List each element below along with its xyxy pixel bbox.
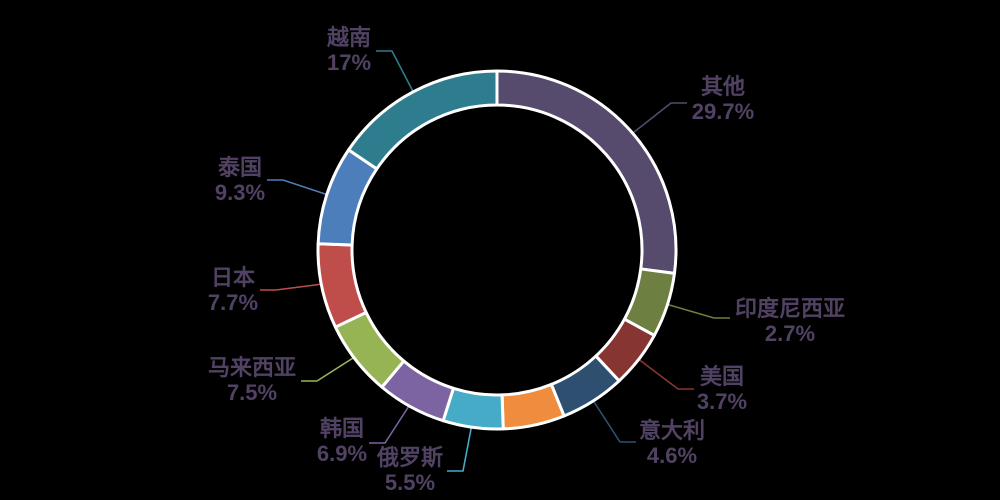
segment-label-name-俄罗斯: 俄罗斯 [376, 445, 443, 470]
segment-label-percent-其他: 29.7% [692, 99, 754, 124]
segment-label-name-美国: 美国 [700, 364, 744, 389]
segment-label-name-越南: 越南 [326, 25, 371, 50]
donut-segment-日本 [316, 242, 368, 329]
segment-label-percent-越南: 17% [327, 50, 371, 75]
donut-segments [316, 69, 678, 431]
segment-label-percent-马来西亚: 7.5% [227, 380, 277, 405]
segment-label-percent-意大利: 4.6% [647, 443, 697, 468]
segment-label-percent-泰国: 9.3% [215, 180, 265, 205]
segment-label-name-印度尼西亚: 印度尼西亚 [735, 296, 845, 321]
segment-label-percent-日本: 7.7% [208, 290, 258, 315]
segment-label-name-意大利: 意大利 [639, 418, 705, 443]
segment-label-percent-美国: 3.7% [697, 389, 747, 414]
segment-label-name-其他: 其他 [701, 74, 745, 99]
segment-label-name-韩国: 韩国 [320, 416, 364, 441]
segment-label-percent-韩国: 6.9% [317, 441, 367, 466]
segment-label-name-日本: 日本 [211, 265, 255, 290]
segment-label-percent-印度尼西亚: 2.7% [765, 321, 815, 346]
segment-label-percent-俄罗斯: 5.5% [385, 470, 435, 495]
donut-segment-越南 [347, 69, 499, 171]
segment-label-name-泰国: 泰国 [217, 155, 262, 180]
donut-segment-其他 [495, 69, 678, 275]
donut-segment-unlabeled [500, 382, 566, 431]
segment-label-name-马来西亚: 马来西亚 [208, 355, 296, 380]
